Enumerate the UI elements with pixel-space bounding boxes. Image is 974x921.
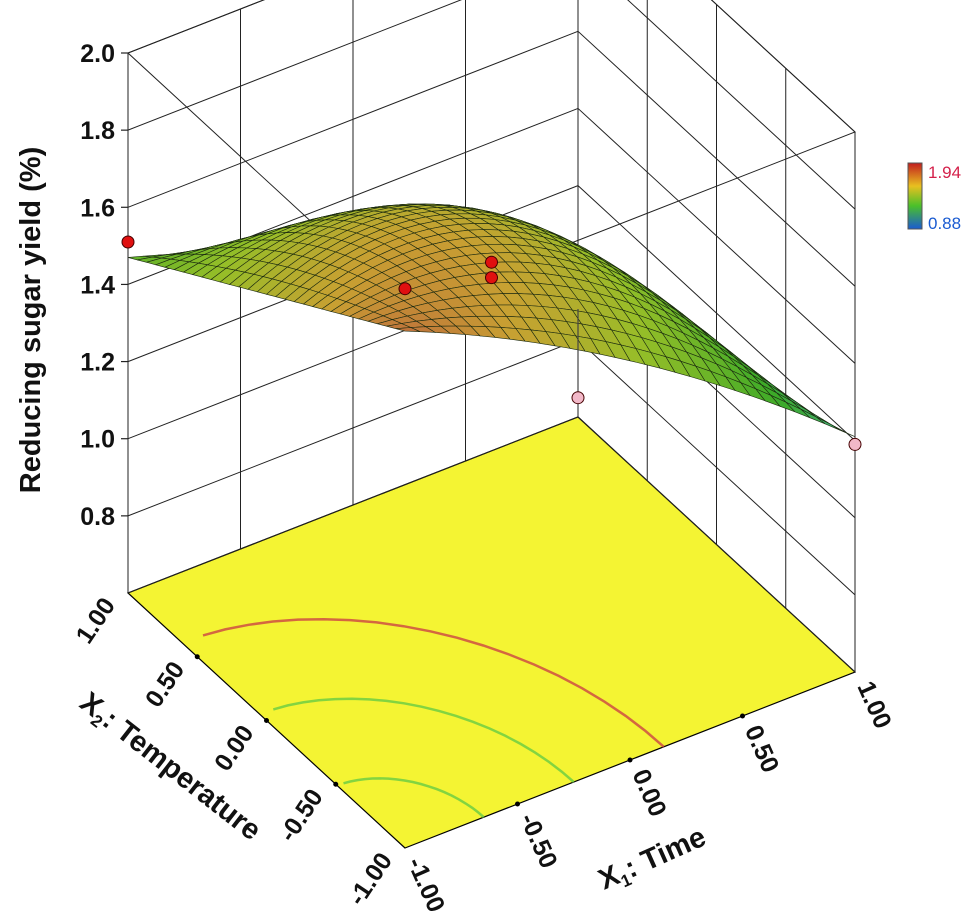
surface-cell [395,327,421,332]
surface-cell [800,408,826,425]
design-point [571,391,585,405]
z-tick-label: 1.4 [80,271,115,299]
x1-tick-label: 0.00 [627,765,672,821]
x2-tick-label: -1.00 [343,848,398,911]
x2-tick-mark [333,781,339,787]
x1-tick-label: -0.50 [514,809,563,872]
x1-axis-title: X1: Time [594,821,712,899]
front-frame [121,52,856,672]
x1-tick-label: 0.50 [739,721,784,777]
x1-tick-mark [740,713,745,719]
x1-tick-label: -1.00 [402,853,451,916]
response-surface [127,203,856,437]
floor-contour-plane [126,416,857,849]
z-tick-label: 1.2 [80,349,115,377]
x2-tick-mark [194,654,200,660]
x1-tick-mark [515,801,520,807]
design-points [121,235,862,451]
x2-tick-label: 1.00 [71,593,121,649]
color-legend-bar [907,162,923,230]
back-wall-gridline [127,0,856,133]
design-point [121,235,135,249]
x2-tick-mark [264,718,269,723]
design-point [848,437,862,451]
top-rim [127,0,856,309]
design-point [398,282,412,296]
legend-max-label: 1.94 [928,163,961,182]
x2-tick-label: 0.00 [209,720,259,776]
z-axis-title: Reducing sugar yield (%) [15,147,47,493]
floor-contour-line [272,697,575,783]
z-tick-labels: 0.8 1.0 1.2 1.4 1.6 1.8 2.0 [80,40,115,531]
floor-contour-line [343,777,485,819]
legend-min-label: 0.88 [928,214,961,233]
x1-tick-mark [627,757,633,763]
surface-cell [830,424,856,437]
design-point [485,255,498,269]
floor-contour-line [202,617,665,748]
z-tick-label: 0.8 [80,503,115,531]
z-tick-label: 1.0 [80,426,115,454]
x1-tick-label: 1.00 [852,677,897,733]
z-tick-label: 1.6 [80,194,115,222]
x2-tick-label: -0.50 [274,784,329,847]
x2-tick-label: 0.50 [140,656,190,712]
floor-plane [126,416,857,849]
z-tick-label: 2.0 [80,40,115,68]
design-point [485,271,498,285]
z-tick-label: 1.8 [80,117,115,145]
back-wall-gridline [127,0,856,210]
svg-text:X1: Time: X1: Time [594,821,712,899]
